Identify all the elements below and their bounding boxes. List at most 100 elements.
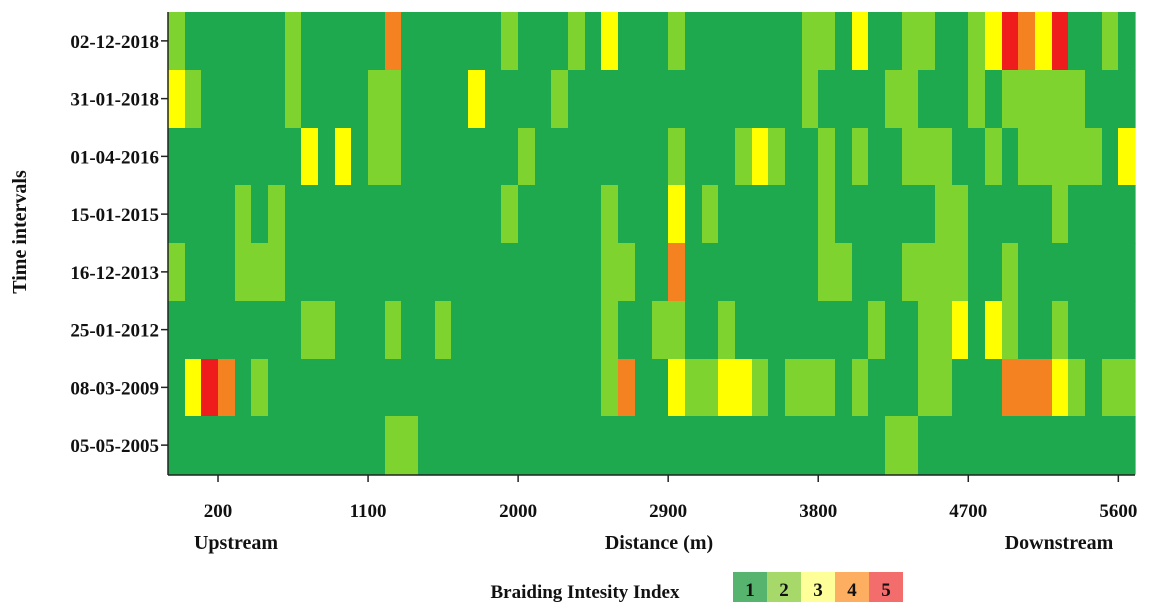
heatmap-cell bbox=[702, 185, 719, 244]
heatmap-cell bbox=[918, 359, 936, 417]
heatmap-cell bbox=[551, 359, 569, 417]
heatmap-cell bbox=[835, 243, 853, 302]
heatmap-cell bbox=[1052, 185, 1069, 244]
heatmap-cell bbox=[468, 359, 486, 417]
heatmap-cell bbox=[685, 185, 703, 244]
heatmap-cell bbox=[1035, 12, 1053, 71]
heatmap-cell bbox=[685, 243, 703, 302]
heatmap-cell bbox=[835, 128, 853, 186]
heatmap-cell bbox=[1118, 243, 1136, 302]
legend-swatch bbox=[869, 572, 903, 602]
heatmap-cell bbox=[735, 70, 753, 129]
heatmap-cell bbox=[1102, 359, 1119, 417]
heatmap-cell bbox=[652, 301, 669, 360]
heatmap-cell bbox=[501, 359, 519, 417]
heatmap-cell bbox=[335, 12, 352, 71]
heatmap-cell bbox=[551, 301, 569, 360]
heatmap-cell bbox=[1085, 243, 1103, 302]
heatmap-cell bbox=[418, 12, 436, 71]
heatmap-cell bbox=[768, 12, 786, 71]
heatmap-cell bbox=[952, 185, 969, 244]
heatmap-cell bbox=[735, 243, 753, 302]
heatmap-cell bbox=[1002, 416, 1019, 475]
heatmap-cell bbox=[968, 12, 986, 71]
heatmap-cell bbox=[818, 243, 836, 302]
heatmap-cell bbox=[451, 416, 469, 475]
heatmap-cell bbox=[702, 128, 719, 186]
heatmap-cell bbox=[718, 128, 736, 186]
heatmap-cell bbox=[868, 128, 886, 186]
heatmap-cell bbox=[802, 301, 819, 360]
heatmap-cell bbox=[852, 70, 869, 129]
heatmap-cell bbox=[168, 416, 186, 475]
heatmap-cell bbox=[952, 416, 969, 475]
heatmap-cell bbox=[585, 243, 602, 302]
heatmap-cell bbox=[968, 301, 986, 360]
heatmap-cell bbox=[451, 12, 469, 71]
heatmap-cell bbox=[718, 70, 736, 129]
heatmap-cell bbox=[518, 243, 536, 302]
heatmap-cell bbox=[218, 416, 236, 475]
heatmap-cell bbox=[618, 243, 636, 302]
heatmap-cell bbox=[185, 70, 202, 129]
heatmap-cell bbox=[518, 185, 536, 244]
heatmap-cell bbox=[185, 301, 202, 360]
heatmap-cell bbox=[285, 243, 302, 302]
heatmap-cell bbox=[685, 301, 703, 360]
heatmap-cell bbox=[218, 359, 236, 417]
heatmap-cell bbox=[201, 243, 219, 302]
heatmap-cell bbox=[735, 128, 753, 186]
heatmap-cell bbox=[652, 416, 669, 475]
heatmap-cell bbox=[318, 301, 336, 360]
y-tick-label: 05-05-2005 bbox=[70, 436, 159, 457]
heatmap-cell bbox=[285, 128, 302, 186]
heatmap-cell bbox=[385, 70, 402, 129]
heatmap-cell bbox=[802, 128, 819, 186]
heatmap-cell bbox=[185, 185, 202, 244]
heatmap-cell bbox=[451, 128, 469, 186]
heatmap-cell bbox=[401, 70, 419, 129]
heatmap-cell bbox=[268, 416, 286, 475]
heatmap-cell bbox=[985, 301, 1003, 360]
heatmap-cell bbox=[652, 185, 669, 244]
heatmap-cell bbox=[1068, 128, 1086, 186]
heatmap-cell bbox=[835, 359, 853, 417]
heatmap-cell bbox=[735, 359, 753, 417]
heatmap-cell bbox=[785, 12, 803, 71]
heatmap-cell bbox=[468, 12, 486, 71]
heatmap-cell bbox=[802, 70, 819, 129]
heatmap-cell bbox=[468, 128, 486, 186]
x-tick-label: 2900 bbox=[649, 501, 687, 522]
heatmap-cell bbox=[1102, 301, 1119, 360]
heatmap-cell bbox=[518, 128, 536, 186]
heatmap-cell bbox=[1035, 70, 1053, 129]
heatmap-cell bbox=[418, 185, 436, 244]
heatmap-cell bbox=[218, 243, 236, 302]
heatmap-cell bbox=[1002, 301, 1019, 360]
heatmap-cell bbox=[201, 128, 219, 186]
heatmap-cell bbox=[1085, 185, 1103, 244]
heatmap-cell bbox=[752, 70, 769, 129]
heatmap-cell bbox=[568, 70, 586, 129]
heatmap-cell bbox=[235, 243, 252, 302]
heatmap-cell bbox=[935, 416, 953, 475]
heatmap-cell bbox=[235, 359, 252, 417]
heatmap-cell bbox=[1002, 185, 1019, 244]
heatmap-cell bbox=[652, 243, 669, 302]
legend-label: 1 bbox=[745, 580, 755, 601]
heatmap-cell bbox=[168, 359, 186, 417]
heatmap-cell bbox=[385, 128, 402, 186]
heatmap-cell bbox=[535, 301, 552, 360]
heatmap-cell bbox=[735, 185, 753, 244]
heatmap-cell bbox=[668, 301, 686, 360]
heatmap-cell bbox=[418, 243, 436, 302]
heatmap-cell bbox=[285, 12, 302, 71]
heatmap-cell bbox=[752, 359, 769, 417]
legend: Braiding Intesity Index 1 2 3 4 5 bbox=[491, 572, 903, 603]
heatmap-cell bbox=[285, 301, 302, 360]
heatmap-cell bbox=[568, 128, 586, 186]
heatmap-cell bbox=[1068, 416, 1086, 475]
heatmap-cell bbox=[718, 243, 736, 302]
heatmap-cell bbox=[1085, 301, 1103, 360]
legend-label: 3 bbox=[813, 580, 823, 601]
